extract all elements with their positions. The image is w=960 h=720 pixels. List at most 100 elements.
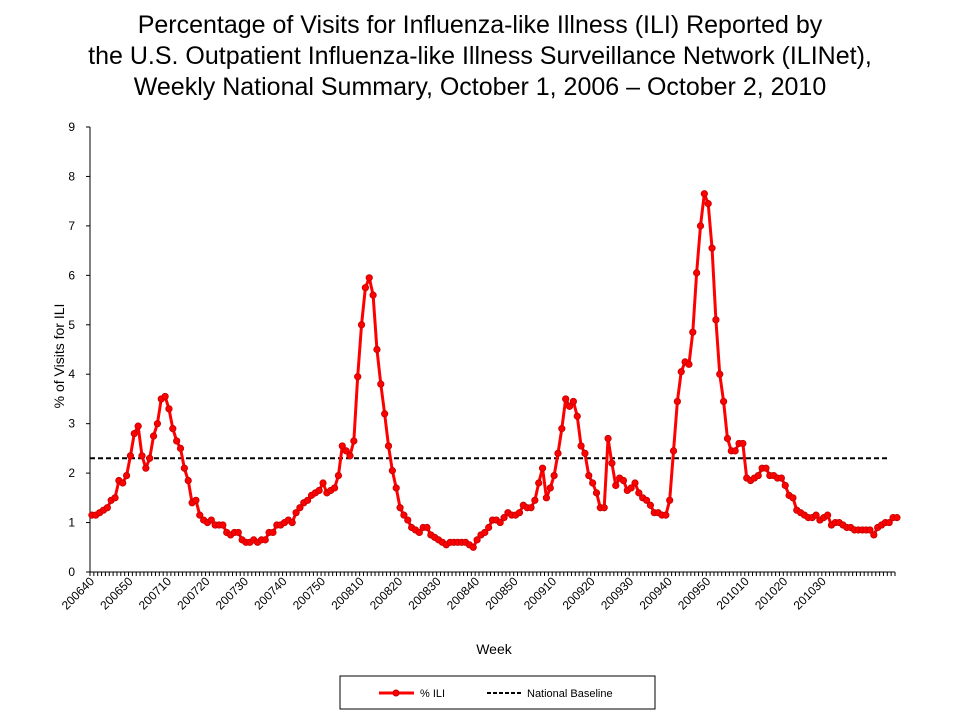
ili-data-point [396, 504, 404, 512]
x-tick-label: 200940 [637, 574, 675, 612]
chart-title-line-3: Weekly National Summary, October 1, 2006… [133, 73, 827, 101]
ili-data-point [346, 452, 354, 460]
ili-data-point [304, 496, 312, 504]
ili-data-point [693, 269, 701, 277]
ili-data-point [631, 479, 639, 487]
legend-label-baseline: National Baseline [527, 688, 613, 700]
ili-data-point [173, 437, 181, 445]
ili-data-point [673, 397, 681, 406]
ili-data-point [423, 523, 431, 532]
ili-data-point [542, 494, 551, 502]
ili-data-point [269, 528, 277, 537]
ili-data-point [292, 509, 300, 517]
ili-data-point [369, 291, 377, 299]
ili-data-point [635, 489, 643, 497]
x-tick-label: 200750 [290, 574, 328, 612]
ili-series-line [91, 192, 897, 549]
ili-data-point [893, 514, 901, 522]
ili-data-point [315, 486, 323, 495]
ili-data-point [569, 397, 577, 406]
ili-data-point [789, 494, 797, 502]
ili-data-point [535, 479, 543, 487]
ili-data-point [354, 373, 362, 381]
ili-data-point [330, 484, 339, 492]
ili-data-point [866, 526, 874, 534]
ili-data-point [377, 380, 385, 388]
ili-data-point [562, 395, 570, 403]
ili-data-point [342, 447, 350, 455]
ili-data-point [334, 471, 343, 480]
x-axis-title: Week [476, 641, 513, 657]
y-tick-label: 7 [68, 219, 75, 233]
ili-data-point [781, 481, 789, 490]
ili-data-point [573, 412, 581, 420]
legend-ili-marker-swatch [392, 689, 400, 697]
ili-data-point [207, 516, 215, 524]
ili-data-point [180, 464, 188, 472]
ili-data-point [373, 345, 381, 354]
x-tick-label: 200720 [174, 574, 212, 612]
ili-data-point [608, 459, 616, 467]
ili-data-point [134, 422, 142, 430]
ili-data-point [288, 518, 296, 527]
ili-data-point [169, 425, 177, 433]
ili-data-point [550, 471, 558, 480]
y-tick-label: 8 [68, 169, 75, 183]
x-tick-label: 200650 [97, 574, 135, 612]
y-axis: 0 1 2 3 4 5 6 7 8 9 [68, 120, 91, 579]
ili-data-point [400, 511, 408, 519]
ili-data-point [558, 425, 566, 433]
ili-data-point [666, 496, 674, 504]
ili-data-point [577, 442, 585, 450]
ili-data-point [719, 397, 728, 406]
ili-data-point [261, 536, 269, 544]
x-tick-label: 200930 [598, 574, 636, 612]
x-tick-label: 200920 [560, 574, 598, 612]
ili-data-point [515, 509, 524, 517]
ili-data-point [350, 437, 358, 445]
x-tick-label: 201020 [752, 574, 790, 612]
ili-data-point [338, 442, 346, 450]
legend-label-ili: % ILI [420, 688, 445, 700]
x-tick-label: 200640 [59, 574, 97, 612]
ili-data-point [708, 244, 716, 252]
chart-title-line-1: Percentage of Visits for Influenza-like … [137, 11, 823, 39]
ili-data-point [496, 518, 504, 527]
x-tick-label: 200840 [444, 574, 482, 612]
x-tick-label: 200830 [405, 574, 443, 612]
ili-data-point [612, 481, 620, 490]
x-tick-label: 200950 [675, 574, 713, 612]
ili-data-point [149, 432, 158, 440]
ili-data-point [469, 543, 477, 551]
y-tick-label: 1 [68, 516, 75, 530]
ili-data-point [619, 476, 628, 485]
y-tick-label: 4 [68, 367, 75, 381]
ili-data-point [689, 328, 697, 336]
ili-data-point [627, 484, 635, 492]
ili-data-point [153, 420, 161, 428]
ili-data-point [731, 447, 739, 455]
ili-data-point [381, 410, 389, 418]
ili-data-point [546, 484, 554, 492]
ili-data-point [126, 452, 135, 460]
ili-data-point [365, 274, 373, 282]
ili-data-point [662, 511, 670, 519]
ili-data-point [600, 504, 608, 512]
ili-data-point [184, 476, 192, 485]
ili-data-point [812, 511, 820, 519]
ili-data-point [130, 429, 138, 438]
legend: % ILI National Baseline [339, 675, 656, 710]
ili-data-point [646, 501, 655, 509]
x-tick-label: 200710 [136, 574, 174, 612]
ili-data-point [604, 434, 612, 443]
ili-data-point [219, 521, 227, 529]
y-tick-label: 3 [68, 417, 75, 431]
ili-data-point [138, 452, 146, 460]
ili-data-point [473, 536, 481, 544]
ili-data-point [712, 316, 720, 324]
ili-data-point [165, 405, 173, 413]
ili-data-point [357, 321, 366, 329]
x-tick-label: 201010 [714, 574, 752, 612]
x-tick-label: 200910 [521, 574, 559, 612]
